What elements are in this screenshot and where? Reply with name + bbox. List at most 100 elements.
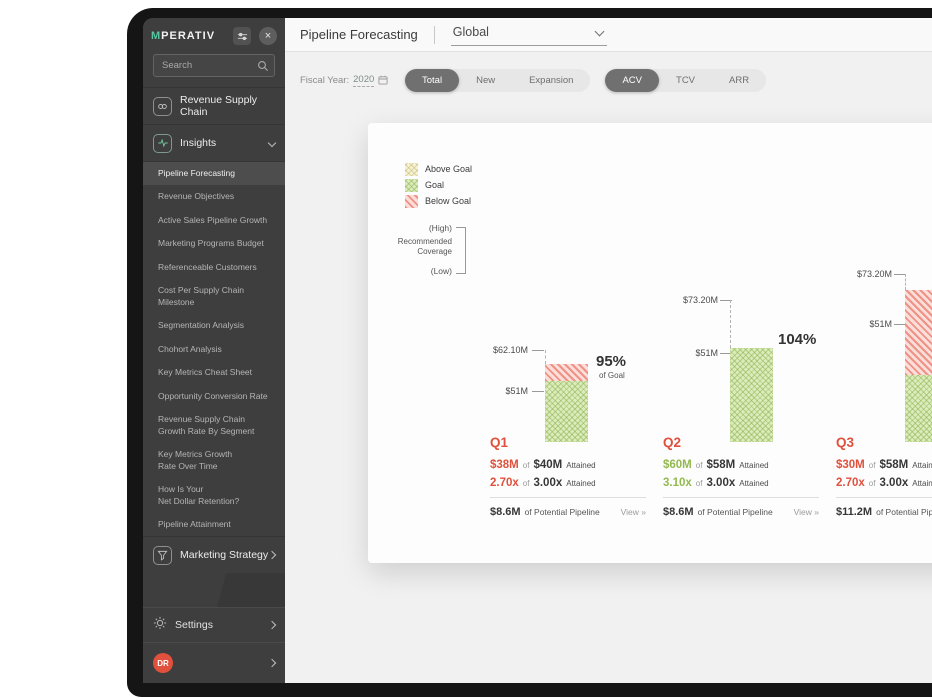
tab-arr[interactable]: ARR bbox=[729, 75, 750, 86]
main-content: Pipeline Forecasting Global Fiscal Year:… bbox=[285, 18, 932, 683]
funnel-icon bbox=[153, 545, 172, 565]
tab-total[interactable]: Total bbox=[405, 69, 460, 92]
q1-low-line-label: $51M bbox=[505, 386, 528, 396]
tab-new[interactable]: New bbox=[476, 75, 496, 86]
sidebar-subitem-marketing-programs-budget[interactable]: Marketing Programs Budget bbox=[158, 238, 264, 249]
app-screen: MPERATIV × Revenue Supply Chain Insights bbox=[143, 18, 932, 683]
q2-low-line-label: $51M bbox=[695, 348, 718, 358]
q2-percent-of-goal: 104% bbox=[778, 331, 817, 348]
sliders-button[interactable] bbox=[233, 27, 251, 45]
sidebar-subitem-net-dollar-retention[interactable]: How Is Your Net Dollar Retention? bbox=[158, 484, 240, 506]
q1-bar-below-goal bbox=[545, 364, 588, 381]
sidebar-subitem-cost-per-supply-chain-milestone[interactable]: Cost Per Supply Chain Milestone bbox=[158, 285, 244, 307]
q1-pipeline-line: $8.6M of Potential Pipeline View » bbox=[490, 506, 646, 518]
supply-chain-icon bbox=[153, 96, 172, 116]
stats-divider bbox=[663, 497, 819, 498]
sidebar-subitem-key-metrics-cheat-sheet[interactable]: Key Metrics Cheat Sheet bbox=[158, 367, 253, 378]
pipeline-value: $11.2M bbox=[836, 506, 873, 518]
sidebar-item-settings[interactable]: Settings bbox=[143, 607, 285, 642]
q2-goal-tick bbox=[720, 300, 732, 301]
fiscal-year-field[interactable]: 2020 bbox=[353, 74, 375, 87]
coverage-value: 2.70x bbox=[490, 477, 519, 489]
sidebar-subitem-rsc-growth-rate-by-segment[interactable]: Revenue Supply Chain Growth Rate By Segm… bbox=[158, 414, 255, 436]
sidebar-subitem-chohort-analysis[interactable]: Chohort Analysis bbox=[158, 343, 222, 354]
coverage-suffix: Attained bbox=[566, 479, 596, 488]
calendar-icon[interactable] bbox=[378, 72, 388, 90]
q1-percent-of-goal: 95% bbox=[596, 353, 627, 370]
sidebar-subitem-active-sales-pipeline-growth[interactable]: Active Sales Pipeline Growth bbox=[158, 214, 268, 225]
coverage-suffix: Attained bbox=[912, 479, 932, 488]
q1-attained-line: $38M of $40M Attained bbox=[490, 459, 646, 471]
q3-attained-line: $30M of $58M Attained bbox=[836, 459, 932, 471]
sidebar-subitem-key-metrics-growth-rate-over-time[interactable]: Key Metrics Growth Rate Over Time bbox=[158, 449, 233, 471]
close-sidebar-button[interactable]: × bbox=[259, 27, 277, 45]
q1-low-tick bbox=[532, 391, 544, 392]
attained-goal: $58M bbox=[879, 459, 909, 471]
q1-goal-line-label: $62.10M bbox=[492, 345, 528, 355]
q3-goal-line-label: $73.20M bbox=[856, 269, 892, 279]
q2-low-tick bbox=[720, 353, 732, 354]
coverage-goal: 3.00x bbox=[533, 477, 563, 489]
sidebar-item-label: Insights bbox=[180, 137, 217, 149]
tab-acv[interactable]: ACV bbox=[605, 69, 660, 92]
legend-item-above-goal: Above Goal bbox=[405, 161, 525, 177]
axis-range-bracket bbox=[456, 227, 466, 274]
region-select-value: Global bbox=[452, 25, 489, 39]
q1-goal-tick bbox=[532, 350, 544, 351]
coverage-value: 2.70x bbox=[836, 477, 865, 489]
sidebar-subitem-segmentation-analysis[interactable]: Segmentation Analysis bbox=[158, 320, 244, 331]
q2-goal-dashed-line bbox=[730, 300, 731, 348]
pipeline-suffix: of Potential Pipeline bbox=[524, 507, 600, 517]
sidebar: MPERATIV × Revenue Supply Chain Insights bbox=[143, 18, 285, 683]
chevron-right-icon bbox=[267, 620, 277, 630]
coverage-goal: 3.00x bbox=[879, 477, 909, 489]
attained-value: $38M bbox=[490, 459, 519, 471]
of-label: of bbox=[868, 479, 876, 488]
coverage-value: 3.10x bbox=[663, 477, 692, 489]
quarter-label: Q1 bbox=[490, 435, 509, 450]
search-container bbox=[153, 54, 275, 77]
goal-swatch bbox=[405, 178, 418, 192]
fiscal-year-group: Fiscal Year: 2020 bbox=[300, 72, 405, 90]
sidebar-item-insights[interactable]: Insights bbox=[143, 124, 285, 161]
axis-low-label: (Low) bbox=[430, 266, 452, 276]
stats-divider bbox=[490, 497, 646, 498]
pipeline-value: $8.6M bbox=[490, 506, 521, 518]
view-link[interactable]: View » bbox=[620, 507, 646, 517]
quarter-label: Q3 bbox=[836, 435, 855, 450]
fiscal-year-label: Fiscal Year: bbox=[300, 75, 350, 86]
q2-pipeline-line: $8.6M of Potential Pipeline View » bbox=[663, 506, 819, 518]
attained-suffix: Attained bbox=[912, 461, 932, 470]
sidebar-item-marketing-strategy[interactable]: Marketing Strategy bbox=[143, 536, 285, 573]
logo-text: PERATIV bbox=[161, 30, 216, 42]
coverage-suffix: Attained bbox=[739, 479, 769, 488]
search-icon bbox=[257, 59, 269, 77]
sidebar-item-label: Marketing Strategy bbox=[180, 549, 269, 562]
q3-coverage-line: 2.70x of 3.00x Attained bbox=[836, 477, 932, 489]
sidebar-item-label: Settings bbox=[175, 619, 213, 631]
q3-goal-tick bbox=[894, 274, 906, 275]
device-frame: MPERATIV × Revenue Supply Chain Insights bbox=[127, 8, 932, 697]
attained-suffix: Attained bbox=[566, 461, 596, 470]
sidebar-subitem-pipeline-forecasting[interactable]: Pipeline Forecasting bbox=[143, 162, 285, 186]
q3-pipeline-line: $11.2M of Potential Pipeline View » bbox=[836, 506, 932, 518]
view-link[interactable]: View » bbox=[793, 507, 819, 517]
search-input[interactable] bbox=[153, 54, 275, 77]
pipeline-suffix: of Potential Pipeline bbox=[697, 507, 773, 517]
app-logo: MPERATIV bbox=[151, 30, 227, 42]
q1-goal-dashed-line bbox=[545, 350, 546, 364]
of-label: of bbox=[695, 461, 703, 470]
tab-expansion[interactable]: Expansion bbox=[529, 75, 574, 86]
user-menu[interactable]: DR bbox=[143, 642, 285, 683]
q3-goal-dashed-line bbox=[905, 274, 906, 290]
tab-tcv[interactable]: TCV bbox=[676, 75, 696, 86]
sidebar-subitem-revenue-objectives[interactable]: Revenue Objectives bbox=[158, 191, 235, 202]
sidebar-subitem-pipeline-attainment[interactable]: Pipeline Attainment bbox=[158, 518, 231, 529]
axis-recommended-coverage-label: Recommended Coverage bbox=[397, 237, 452, 257]
region-select[interactable]: Global bbox=[450, 23, 607, 46]
sidebar-subitem-referenceable-customers[interactable]: Referenceable Customers bbox=[158, 261, 257, 272]
sidebar-subitem-opportunity-conversion-rate[interactable]: Opportunity Conversion Rate bbox=[158, 390, 268, 401]
page-title: Pipeline Forecasting bbox=[300, 27, 418, 42]
header-divider bbox=[433, 25, 435, 44]
sidebar-item-revenue-supply-chain[interactable]: Revenue Supply Chain bbox=[143, 87, 285, 124]
